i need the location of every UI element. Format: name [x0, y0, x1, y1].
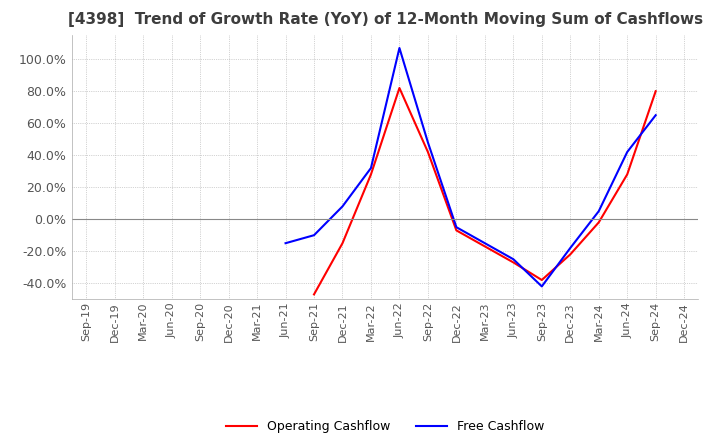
Operating Cashflow	[452, 228, 461, 233]
Operating Cashflow	[423, 149, 432, 154]
Operating Cashflow	[566, 252, 575, 257]
Free Cashflow	[480, 241, 489, 246]
Operating Cashflow	[652, 88, 660, 94]
Free Cashflow	[282, 241, 290, 246]
Title: [4398]  Trend of Growth Rate (YoY) of 12-Month Moving Sum of Cashflows: [4398] Trend of Growth Rate (YoY) of 12-…	[68, 12, 703, 27]
Free Cashflow	[566, 246, 575, 251]
Free Cashflow	[595, 209, 603, 214]
Legend: Operating Cashflow, Free Cashflow: Operating Cashflow, Free Cashflow	[221, 415, 549, 438]
Line: Operating Cashflow: Operating Cashflow	[314, 88, 656, 294]
Free Cashflow	[452, 224, 461, 230]
Free Cashflow	[338, 204, 347, 209]
Operating Cashflow	[595, 220, 603, 225]
Operating Cashflow	[509, 260, 518, 265]
Free Cashflow	[310, 233, 318, 238]
Free Cashflow	[509, 257, 518, 262]
Operating Cashflow	[537, 277, 546, 282]
Operating Cashflow	[366, 172, 375, 177]
Line: Free Cashflow: Free Cashflow	[286, 48, 656, 286]
Free Cashflow	[366, 165, 375, 171]
Free Cashflow	[623, 149, 631, 154]
Operating Cashflow	[310, 292, 318, 297]
Operating Cashflow	[623, 172, 631, 177]
Operating Cashflow	[338, 241, 347, 246]
Free Cashflow	[652, 113, 660, 118]
Free Cashflow	[423, 140, 432, 145]
Operating Cashflow	[395, 85, 404, 91]
Free Cashflow	[395, 45, 404, 51]
Operating Cashflow	[480, 244, 489, 249]
Free Cashflow	[537, 284, 546, 289]
